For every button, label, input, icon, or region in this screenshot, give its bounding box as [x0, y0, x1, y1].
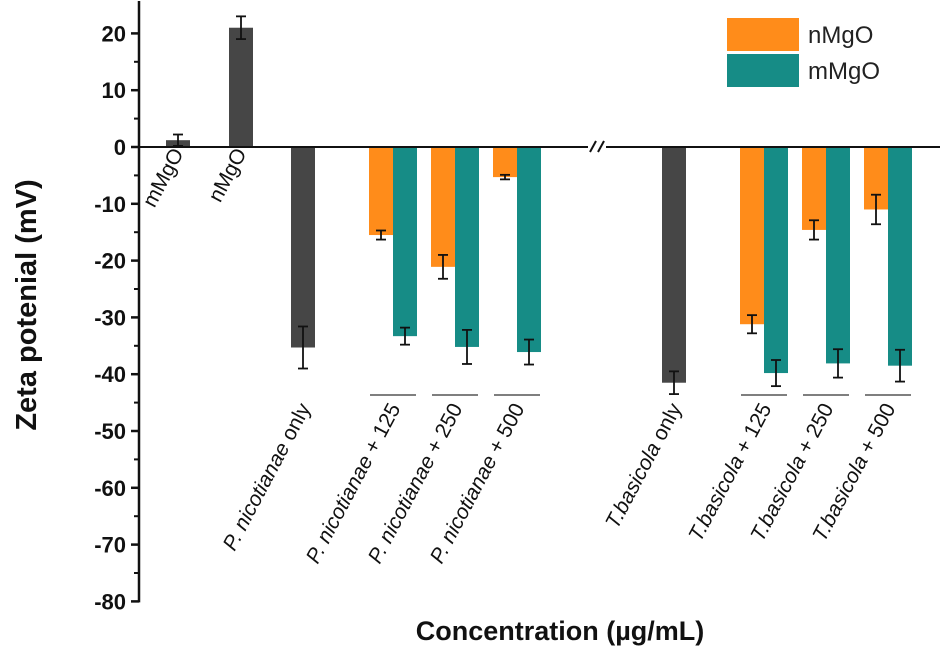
- y-tick-label: 20: [102, 21, 126, 46]
- error-bar-nmgo-control: [236, 15, 246, 40]
- bar-p-nicotianae-500-mmgo: [517, 147, 541, 353]
- bar-p-nicotianae-500-nmgo: [493, 147, 517, 178]
- bar-p-nicotianae-125-nmgo: [369, 147, 393, 236]
- error-bar-p-nicotianae-250-nmgo: [438, 254, 448, 280]
- error-bar-p-nicotianae-125-nmgo: [376, 229, 386, 241]
- legend-label-mmgo: mMgO: [808, 58, 880, 85]
- category-label-t-basicola-only: T.basicola only: [601, 399, 686, 532]
- y-tick-label: -80: [94, 589, 126, 614]
- bar-t-basicola-250-nmgo: [802, 147, 826, 230]
- bar-t-basicola-250-mmgo: [826, 147, 850, 364]
- y-tick-label: -10: [94, 192, 126, 217]
- y-tick-label: -20: [94, 249, 126, 274]
- y-tick-label: -50: [94, 419, 126, 444]
- axes-layer: 20 10 0 -10 -20 -30 -40 -50 -60 -70 -80: [94, 1, 940, 614]
- category-label-p-nicotianae-only: P. nicotianae only: [219, 399, 316, 554]
- error-bar-p-nicotianae-250-mmgo: [462, 328, 472, 365]
- error-bar-p-nicotianae-500-nmgo: [500, 173, 510, 181]
- bar-t-basicola-500-mmgo: [888, 147, 912, 366]
- error-bar-t-basicola-125-nmgo: [747, 314, 757, 335]
- bar-p-nicotianae-only-control: [291, 147, 315, 348]
- legend-label-nmgo: nMgO: [808, 22, 873, 49]
- y-tick-label: -70: [94, 533, 126, 558]
- error-bar-t-basicola-500-nmgo: [871, 193, 881, 226]
- y-tick-label: 0: [114, 135, 126, 160]
- error-bar-t-basicola-500-mmgo: [895, 348, 905, 383]
- y-tick-label: 10: [102, 78, 126, 103]
- bar-t-basicola-125-nmgo: [740, 147, 764, 325]
- bars-layer: [166, 15, 912, 395]
- category-label-mmgo: mMgO: [139, 145, 189, 211]
- y-tick-label: -30: [94, 305, 126, 330]
- y-axis-title: Zeta potenial (mV): [11, 179, 43, 430]
- legend-swatch-nmgo: [727, 18, 799, 51]
- bar-t-basicola-125-mmgo: [764, 147, 788, 374]
- error-bar-mmgo-control: [173, 133, 183, 147]
- x-axis-title: Concentration (µg/mL): [416, 616, 705, 646]
- error-bar-p-nicotianae-only-control: [298, 325, 308, 370]
- error-bar-p-nicotianae-125-mmgo: [400, 326, 410, 346]
- error-bar-t-basicola-125-mmgo: [771, 359, 781, 388]
- y-tick-label: -40: [94, 362, 126, 387]
- bar-p-nicotianae-250-mmgo: [455, 147, 479, 347]
- bar-t-basicola-only-control: [662, 147, 686, 383]
- bar-p-nicotianae-250-nmgo: [431, 147, 455, 267]
- error-bar-t-basicola-250-nmgo: [809, 219, 819, 241]
- bar-p-nicotianae-125-mmgo: [393, 147, 417, 337]
- axis-break-mark: [589, 140, 605, 153]
- error-bar-p-nicotianae-500-mmgo: [524, 338, 534, 366]
- error-bar-t-basicola-only-control: [669, 370, 679, 395]
- y-tick-label: -60: [94, 476, 126, 501]
- legend-swatch-mmgo: [727, 54, 799, 87]
- error-bar-t-basicola-250-mmgo: [833, 348, 843, 379]
- bar-nmgo-control: [229, 27, 253, 147]
- category-label-nmgo: nMgO: [204, 145, 251, 206]
- legend: nMgO mMgO: [727, 18, 880, 87]
